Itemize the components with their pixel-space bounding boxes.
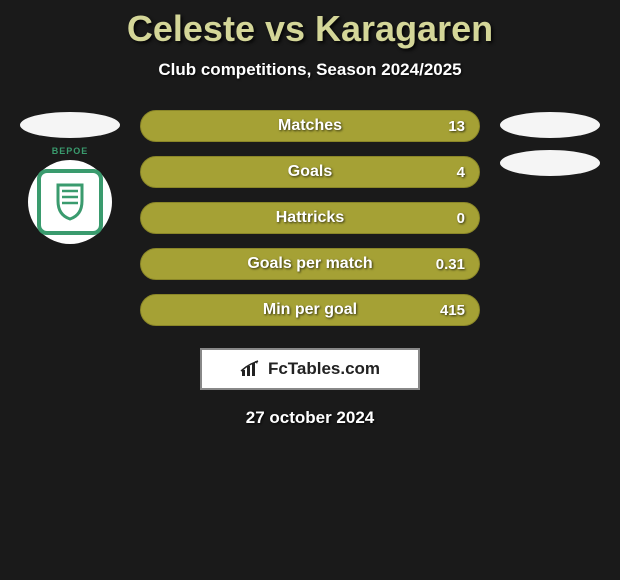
stat-value: 13 [448,118,465,135]
stat-bar: Hattricks 0 [140,202,480,234]
badge-text: BEPOE [52,146,89,156]
player-placeholder-left [20,112,120,138]
date-text: 27 october 2024 [0,408,620,428]
player-placeholder-right-2 [500,150,600,176]
logo-text: FcTables.com [268,359,380,379]
stat-value: 4 [457,164,465,181]
stat-bar: Goals per match 0.31 [140,248,480,280]
stat-bar: Min per goal 415 [140,294,480,326]
chart-icon [240,360,262,378]
stat-value: 415 [440,302,465,319]
stat-label: Goals per match [247,255,372,273]
stat-label: Min per goal [263,301,357,319]
stat-label: Goals [288,163,332,181]
right-column [500,110,600,176]
stat-value: 0.31 [436,256,465,273]
club-badge: BEPOE [28,160,112,244]
player-placeholder-right-1 [500,112,600,138]
stats-card: Celeste vs Karagaren Club competitions, … [0,0,620,428]
stat-bars: Matches 13 Goals 4 Hattricks 0 Goals per… [140,110,480,326]
source-logo[interactable]: FcTables.com [200,348,420,390]
content-row: BEPOE Matches 13 Goals 4 Hattricks [0,110,620,326]
stat-label: Matches [278,117,342,135]
stat-bar: Matches 13 [140,110,480,142]
page-title: Celeste vs Karagaren [0,8,620,50]
shield-icon [50,181,90,221]
badge-inner [37,169,103,235]
stat-label: Hattricks [276,209,344,227]
subtitle: Club competitions, Season 2024/2025 [0,60,620,80]
left-column: BEPOE [20,110,120,244]
stat-bar: Goals 4 [140,156,480,188]
stat-value: 0 [457,210,465,227]
